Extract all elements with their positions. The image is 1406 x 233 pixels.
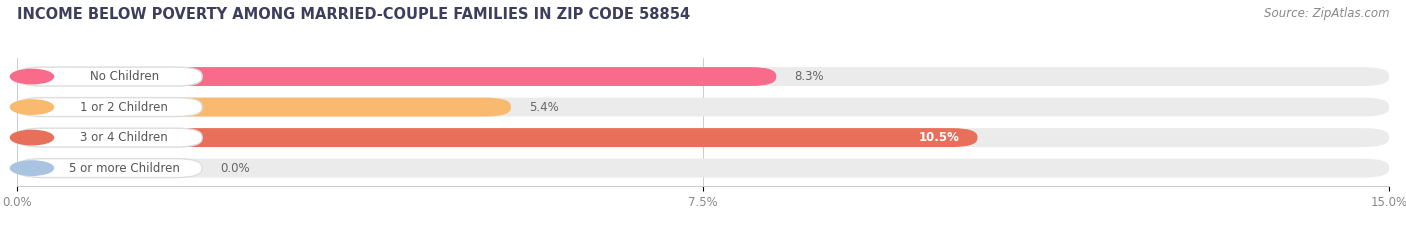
Circle shape bbox=[10, 130, 53, 145]
FancyBboxPatch shape bbox=[17, 67, 1389, 86]
Text: 0.0%: 0.0% bbox=[221, 162, 250, 175]
FancyBboxPatch shape bbox=[17, 67, 776, 86]
FancyBboxPatch shape bbox=[17, 98, 202, 116]
FancyBboxPatch shape bbox=[17, 128, 1389, 147]
FancyBboxPatch shape bbox=[17, 98, 1389, 116]
Text: 8.3%: 8.3% bbox=[794, 70, 824, 83]
FancyBboxPatch shape bbox=[17, 159, 1389, 178]
Text: 10.5%: 10.5% bbox=[918, 131, 959, 144]
FancyBboxPatch shape bbox=[17, 67, 202, 86]
FancyBboxPatch shape bbox=[17, 159, 202, 178]
Circle shape bbox=[10, 161, 53, 175]
Text: Source: ZipAtlas.com: Source: ZipAtlas.com bbox=[1264, 7, 1389, 20]
Text: No Children: No Children bbox=[90, 70, 159, 83]
Text: 3 or 4 Children: 3 or 4 Children bbox=[80, 131, 169, 144]
Text: INCOME BELOW POVERTY AMONG MARRIED-COUPLE FAMILIES IN ZIP CODE 58854: INCOME BELOW POVERTY AMONG MARRIED-COUPL… bbox=[17, 7, 690, 22]
Text: 5.4%: 5.4% bbox=[529, 101, 560, 113]
Circle shape bbox=[10, 100, 53, 114]
FancyBboxPatch shape bbox=[17, 98, 510, 116]
Text: 1 or 2 Children: 1 or 2 Children bbox=[80, 101, 169, 113]
FancyBboxPatch shape bbox=[17, 128, 977, 147]
Circle shape bbox=[10, 69, 53, 84]
Text: 5 or more Children: 5 or more Children bbox=[69, 162, 180, 175]
FancyBboxPatch shape bbox=[17, 128, 202, 147]
